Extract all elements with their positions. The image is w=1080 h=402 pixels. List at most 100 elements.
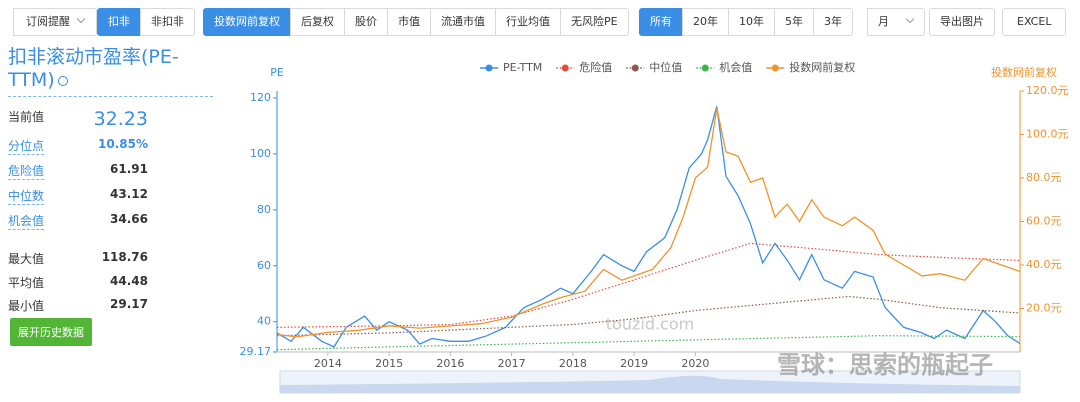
navigator-shape (280, 375, 1020, 393)
period-select[interactable]: 月 (867, 8, 925, 36)
title-text: 扣非滚动市盈率(PE-TTM) (8, 46, 179, 91)
series-line (276, 108, 1021, 338)
legend-item[interactable]: 机会值 (696, 60, 752, 74)
remind-button[interactable]: 订阅提醒 (13, 8, 97, 36)
range-group: 所有 20年 10年 5年 3年 (639, 8, 853, 36)
stat-label: 最小值 (8, 299, 45, 313)
export-image[interactable]: 导出图片 (929, 8, 995, 36)
stat: 当前值 32.23 (8, 108, 148, 130)
watermark: touzid.com (606, 315, 694, 334)
tab[interactable]: 非扣非 (140, 8, 195, 36)
y2-tick-label: 60.0元 (1026, 215, 1062, 228)
tab[interactable]: 行业均值 (495, 8, 561, 36)
label: 月 (878, 15, 889, 28)
tab[interactable]: 所有 (639, 8, 683, 36)
stat: 机会值 34.66 (8, 212, 148, 230)
stat-value: 32.23 (93, 108, 148, 130)
y-tick-label: 29.17 (240, 345, 272, 358)
watermark: 雪球：思索的瓶起子 (777, 351, 993, 379)
tab[interactable]: 20年 (682, 8, 729, 36)
stat-value: 61.91 (110, 162, 148, 176)
x-tick-label: 2019 (620, 357, 648, 370)
tab[interactable]: 股价 (344, 8, 388, 36)
y2-tick-label: 100.0元 (1026, 128, 1069, 141)
legend-label: 危险值 (579, 60, 612, 74)
legend-marker (701, 64, 709, 72)
export-group: 导出图片 EXCEL (929, 8, 1067, 36)
stat: 危险值 61.91 (8, 162, 148, 180)
y2-axis-title: 投数网前复权 (991, 65, 1057, 79)
series-line (276, 335, 1021, 351)
navigator[interactable] (279, 370, 1021, 394)
y2-tick-label: 40.0元 (1026, 258, 1062, 271)
tab[interactable]: 10年 (728, 8, 775, 36)
remind-group: 订阅提醒 (13, 8, 97, 36)
tab[interactable]: 扣非 (97, 8, 141, 36)
y-tick-label: 120 (250, 91, 271, 104)
y2-tick-label: 80.0元 (1026, 171, 1062, 184)
legend-item[interactable]: 中位值 (626, 60, 682, 74)
stat-value: 43.12 (110, 187, 148, 201)
stat-value: 44.48 (110, 274, 148, 288)
stat-label[interactable]: 危险值 (8, 164, 45, 180)
tab[interactable]: 后复权 (290, 8, 345, 36)
tab[interactable]: 5年 (774, 8, 814, 36)
legend-item[interactable]: 危险值 (556, 60, 612, 74)
stat-label[interactable]: 中位数 (8, 189, 45, 205)
history-button[interactable]: 展开历史数据 (10, 318, 92, 346)
legend-marker (771, 64, 779, 72)
stat-value: 29.17 (110, 297, 148, 311)
export-excel[interactable]: EXCEL (1002, 8, 1067, 36)
y2-tick-label: 20.0元 (1026, 302, 1062, 315)
deduct-group: 扣非 非扣非 (97, 8, 195, 36)
stat-label: 平均值 (8, 276, 45, 290)
tab[interactable]: 3年 (813, 8, 853, 36)
stat: 最大值 118.76 (8, 250, 148, 267)
tab[interactable]: 无风险PE (560, 8, 629, 36)
legend-item[interactable]: PE-TTM (480, 61, 542, 74)
series-line (276, 242, 1021, 328)
y-axis-title: PE (270, 66, 284, 79)
stat-value: 118.76 (101, 250, 148, 264)
stat: 最小值 29.17 (8, 297, 148, 314)
stat-label[interactable]: 分位点 (8, 139, 45, 155)
series-line (276, 106, 1021, 348)
tab[interactable]: 投数网前复权 (203, 8, 291, 36)
y-tick-label: 80 (257, 203, 271, 216)
x-tick-label: 2017 (498, 357, 526, 370)
stat: 分位点 10.85% (8, 137, 148, 155)
legend-label: 投数网前复权 (789, 60, 855, 74)
legend-marker (631, 64, 639, 72)
legend-marker (561, 64, 569, 72)
view-group: 投数网前复权 后复权 股价 市值 流通市值 行业均值 无风险PE (203, 8, 629, 36)
label: 订阅提醒 (26, 15, 70, 28)
stat-value: 34.66 (110, 212, 148, 226)
tab[interactable]: 市值 (387, 8, 431, 36)
y-tick-label: 60 (257, 259, 271, 272)
legend-label: 机会值 (719, 60, 752, 74)
legend-label: PE-TTM (503, 61, 542, 74)
stat: 平均值 44.48 (8, 274, 148, 291)
stat-value: 10.85% (98, 137, 148, 151)
sidebar: 扣非滚动市盈率(PE-TTM) 当前值 32.23 分位点 10.85% 危险值 61… (8, 46, 213, 346)
period-group: 月 (867, 8, 925, 36)
stat: 中位数 43.12 (8, 187, 148, 205)
tab[interactable]: 流通市值 (430, 8, 496, 36)
x-tick-label: 2020 (681, 357, 709, 370)
y-tick-label: 100 (250, 147, 271, 160)
stat-label: 当前值 (8, 110, 45, 124)
stat-label: 最大值 (8, 252, 45, 266)
x-tick-label: 2014 (314, 357, 342, 370)
x-tick-label: 2016 (436, 357, 464, 370)
legend-label: 中位值 (649, 60, 682, 74)
y-tick-label: 40 (257, 315, 271, 328)
legend-marker (485, 64, 493, 72)
y2-tick-label: 120.0元 (1026, 84, 1069, 97)
x-tick-label: 2015 (375, 357, 403, 370)
series-line (276, 295, 1021, 337)
sidebar-title: 扣非滚动市盈率(PE-TTM) (8, 46, 213, 97)
legend-item[interactable]: 投数网前复权 (766, 60, 855, 74)
stat-label[interactable]: 机会值 (8, 214, 45, 230)
x-tick-label: 2018 (559, 357, 587, 370)
